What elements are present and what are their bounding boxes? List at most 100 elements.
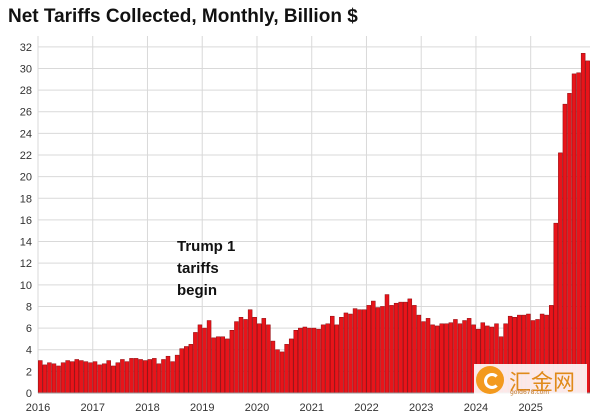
bar [266,324,271,394]
bar [156,363,162,394]
bar [51,363,57,394]
bar [270,340,276,394]
bar [398,301,403,394]
chart-title: Net Tariffs Collected, Monthly, Billion … [8,6,358,27]
bar [74,359,80,394]
bar [366,305,371,394]
x-tick-label: 2021 [299,402,323,414]
bar [234,321,239,394]
bar [320,324,326,394]
bar [407,298,413,394]
x-tick-label: 2018 [135,402,159,414]
bar [161,359,166,394]
y-tick-label: 26 [20,107,32,119]
y-tick-label: 20 [20,172,32,184]
bar [188,344,194,394]
bar [580,53,586,394]
bar [83,361,89,394]
bar [316,328,321,394]
bar [129,358,134,394]
bar [138,359,143,394]
bar [380,306,385,394]
y-tick-label: 8 [26,301,32,313]
bar [567,93,572,394]
bar [558,152,563,394]
y-tick-label: 6 [26,323,32,335]
y-tick-label: 10 [20,280,32,292]
bar [421,321,426,394]
bar [124,361,130,394]
y-tick-label: 24 [20,128,32,140]
bar [325,323,330,394]
bar [307,327,312,394]
bar [184,346,189,394]
x-tick-label: 2025 [518,402,542,414]
bar [142,360,148,394]
bar [361,309,367,394]
x-tick-label: 2024 [464,402,488,414]
y-tick-label: 28 [20,85,32,97]
bar [371,300,376,394]
bar [92,361,98,394]
bar [147,359,152,394]
bar [284,344,289,394]
y-tick-label: 32 [20,42,32,54]
bar [462,320,467,394]
bar [111,365,116,394]
bar [152,358,157,394]
bar [174,354,180,394]
bar [302,326,308,394]
bar [47,362,52,394]
bar [298,327,303,394]
bar [444,323,449,394]
bar [56,365,61,394]
bar [384,294,390,394]
bar [293,330,298,394]
bar [403,301,408,394]
y-tick-label: 0 [26,388,32,400]
bar [457,323,463,394]
watermark-brand: 汇金网 [509,371,576,396]
bar [448,322,454,394]
bar [275,349,280,394]
bar [229,330,235,394]
x-tick-label: 2019 [190,402,214,414]
bar [357,309,362,394]
bar [79,360,84,394]
bar [330,315,335,394]
bar [439,323,444,394]
watermark-domain: gold678.com [510,389,550,396]
x-tick-label: 2023 [409,402,433,414]
bar [576,72,581,394]
bar [120,359,125,394]
bar [412,305,417,394]
bar [311,327,317,394]
bar [69,361,75,394]
bar [288,338,294,394]
bar [352,308,358,394]
y-tick-label: 2 [26,366,32,378]
bar [339,317,344,394]
bar [571,73,577,394]
bar [65,360,70,394]
bar [165,355,171,394]
bar [101,363,107,394]
bar [389,305,394,394]
bar [133,358,139,394]
x-tick-label: 2016 [26,402,50,414]
bar [211,337,216,394]
y-tick-label: 16 [20,215,32,227]
bar [206,320,212,394]
bar [88,362,93,394]
bar [257,323,262,394]
bar [220,336,225,394]
y-tick-label: 30 [20,63,32,75]
bar [197,324,203,394]
y-tick-label: 4 [26,345,32,357]
bar [238,317,244,394]
bar [430,324,435,394]
bar [279,351,285,394]
bar [562,103,568,394]
